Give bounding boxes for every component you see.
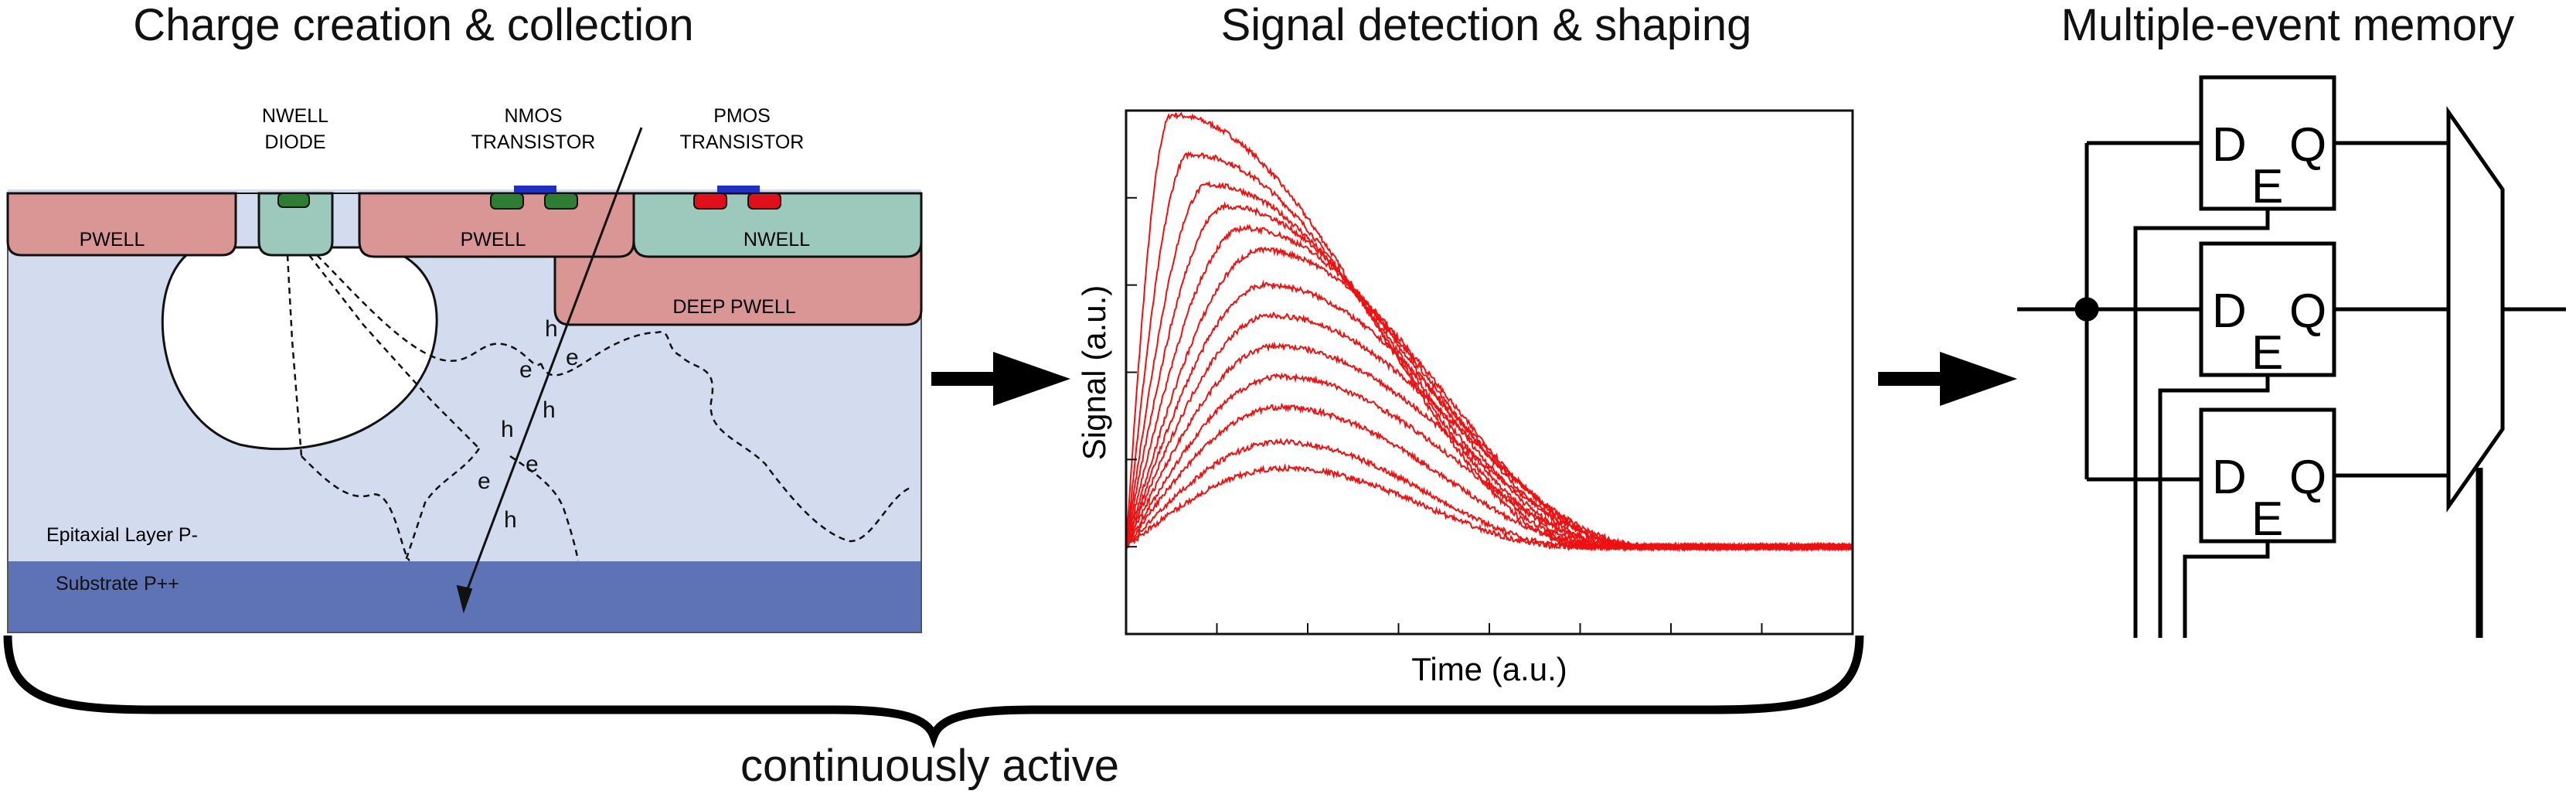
signal-series-4 — [1125, 201, 1853, 553]
carrier-path-4 — [301, 455, 410, 562]
signal-panel-title: Signal detection & shaping — [1221, 0, 1752, 50]
signal-ylabel: Signal (a.u.) — [1076, 285, 1112, 460]
label-nwell-diode-1: NWELL — [262, 105, 328, 127]
label-pwell-middle: PWELL — [461, 229, 526, 251]
signal-series-12 — [1125, 437, 1853, 552]
nmos-drain — [544, 193, 578, 210]
electron-2: e — [519, 357, 533, 383]
nmos-gate — [514, 186, 556, 193]
signal-series-3 — [1125, 180, 1853, 552]
memory-panel-title: Multiple-event memory — [2061, 0, 2515, 50]
electron-1: e — [566, 345, 579, 370]
nmos-source — [490, 193, 524, 210]
enable-wire-3 — [2183, 541, 2270, 638]
multiplexer — [2446, 106, 2505, 513]
signal-xlabel: Time (a.u.) — [1411, 651, 1567, 687]
carriers: h e e h h e e h — [478, 316, 579, 533]
pmos-drain — [747, 193, 781, 210]
signal-series-9 — [1125, 341, 1853, 553]
ff1-e-label: E — [2251, 160, 2283, 213]
label-nmos-2: TRANSISTOR — [471, 131, 596, 153]
hole-4: h — [504, 507, 517, 533]
signal-series-6 — [1125, 246, 1853, 553]
pwell-left — [6, 192, 237, 257]
electron-3: e — [526, 452, 539, 477]
signal-series-5 — [1125, 223, 1853, 553]
hole-3: h — [501, 417, 514, 442]
flow-arrow-1-head — [993, 352, 1070, 406]
ff3-q-label: Q — [2289, 451, 2326, 504]
charge-panel-title: Charge creation & collection — [133, 0, 693, 50]
electron-4: e — [478, 469, 491, 494]
ff2-q-label: Q — [2289, 285, 2326, 338]
signal-series-13 — [1125, 462, 1853, 553]
carrier-path-6 — [404, 448, 481, 561]
caption-continuously-active: continuously active — [740, 741, 1119, 791]
ff2-e-label: E — [2251, 326, 2283, 380]
flow-arrow-2 — [1878, 352, 2017, 406]
flow-arrow-2-head — [1940, 352, 2017, 406]
nwell-diode — [257, 192, 334, 257]
depletion-region — [161, 246, 438, 451]
enable-wire-1 — [2133, 209, 2270, 638]
label-pmos-2: TRANSISTOR — [680, 131, 805, 153]
sensor-cross-section: NWELL DIODE NMOS TRANSISTOR PMOS TRANSIS… — [6, 105, 923, 633]
pmos-gate — [717, 186, 760, 193]
ff3-e-label: E — [2251, 493, 2283, 546]
label-pwell-left: PWELL — [80, 229, 145, 251]
label-nwell-right: NWELL — [744, 229, 810, 251]
particle-track — [462, 127, 643, 600]
label-pmos-1: PMOS — [713, 105, 771, 127]
flip-flop-3 — [2199, 407, 2336, 544]
label-deep-pwell: DEEP PWELL — [672, 296, 795, 318]
curly-brace — [3, 635, 1864, 749]
ff1-d-label: D — [2212, 118, 2247, 172]
label-epitaxial: Epitaxial Layer P- — [46, 524, 198, 546]
signal-chart: Signal (a.u.) Time (a.u.) — [1076, 109, 1854, 687]
carrier-paths — [286, 254, 913, 562]
memory-circuit — [2017, 75, 2566, 638]
hole-2: h — [543, 397, 556, 423]
ff2-d-label: D — [2212, 285, 2247, 338]
plot-ticks — [1126, 196, 1763, 634]
hole-1: h — [545, 316, 558, 342]
label-substrate: Substrate P++ — [56, 573, 179, 595]
carrier-path-7 — [509, 455, 580, 561]
enable-wire-2 — [2158, 375, 2270, 638]
signal-lines — [1125, 111, 1853, 553]
particle-track-arrowhead — [456, 585, 473, 614]
carrier-path-2 — [308, 254, 480, 449]
carrier-path-1 — [286, 254, 303, 457]
carrier-path-3 — [316, 254, 542, 366]
ff1-q-label: Q — [2289, 118, 2326, 172]
ff3-d-label: D — [2212, 451, 2247, 504]
signal-series-11 — [1125, 402, 1853, 553]
signal-series-2 — [1125, 151, 1853, 552]
diode-contact — [277, 193, 310, 208]
pmos-source — [693, 193, 727, 210]
label-nwell-diode-2: DIODE — [264, 131, 325, 153]
flip-flop-labels: D Q E D Q E D Q E — [2212, 118, 2326, 546]
label-nmos-1: NMOS — [505, 105, 563, 127]
signal-series-8 — [1125, 311, 1853, 553]
flow-arrow-1 — [931, 352, 1070, 406]
